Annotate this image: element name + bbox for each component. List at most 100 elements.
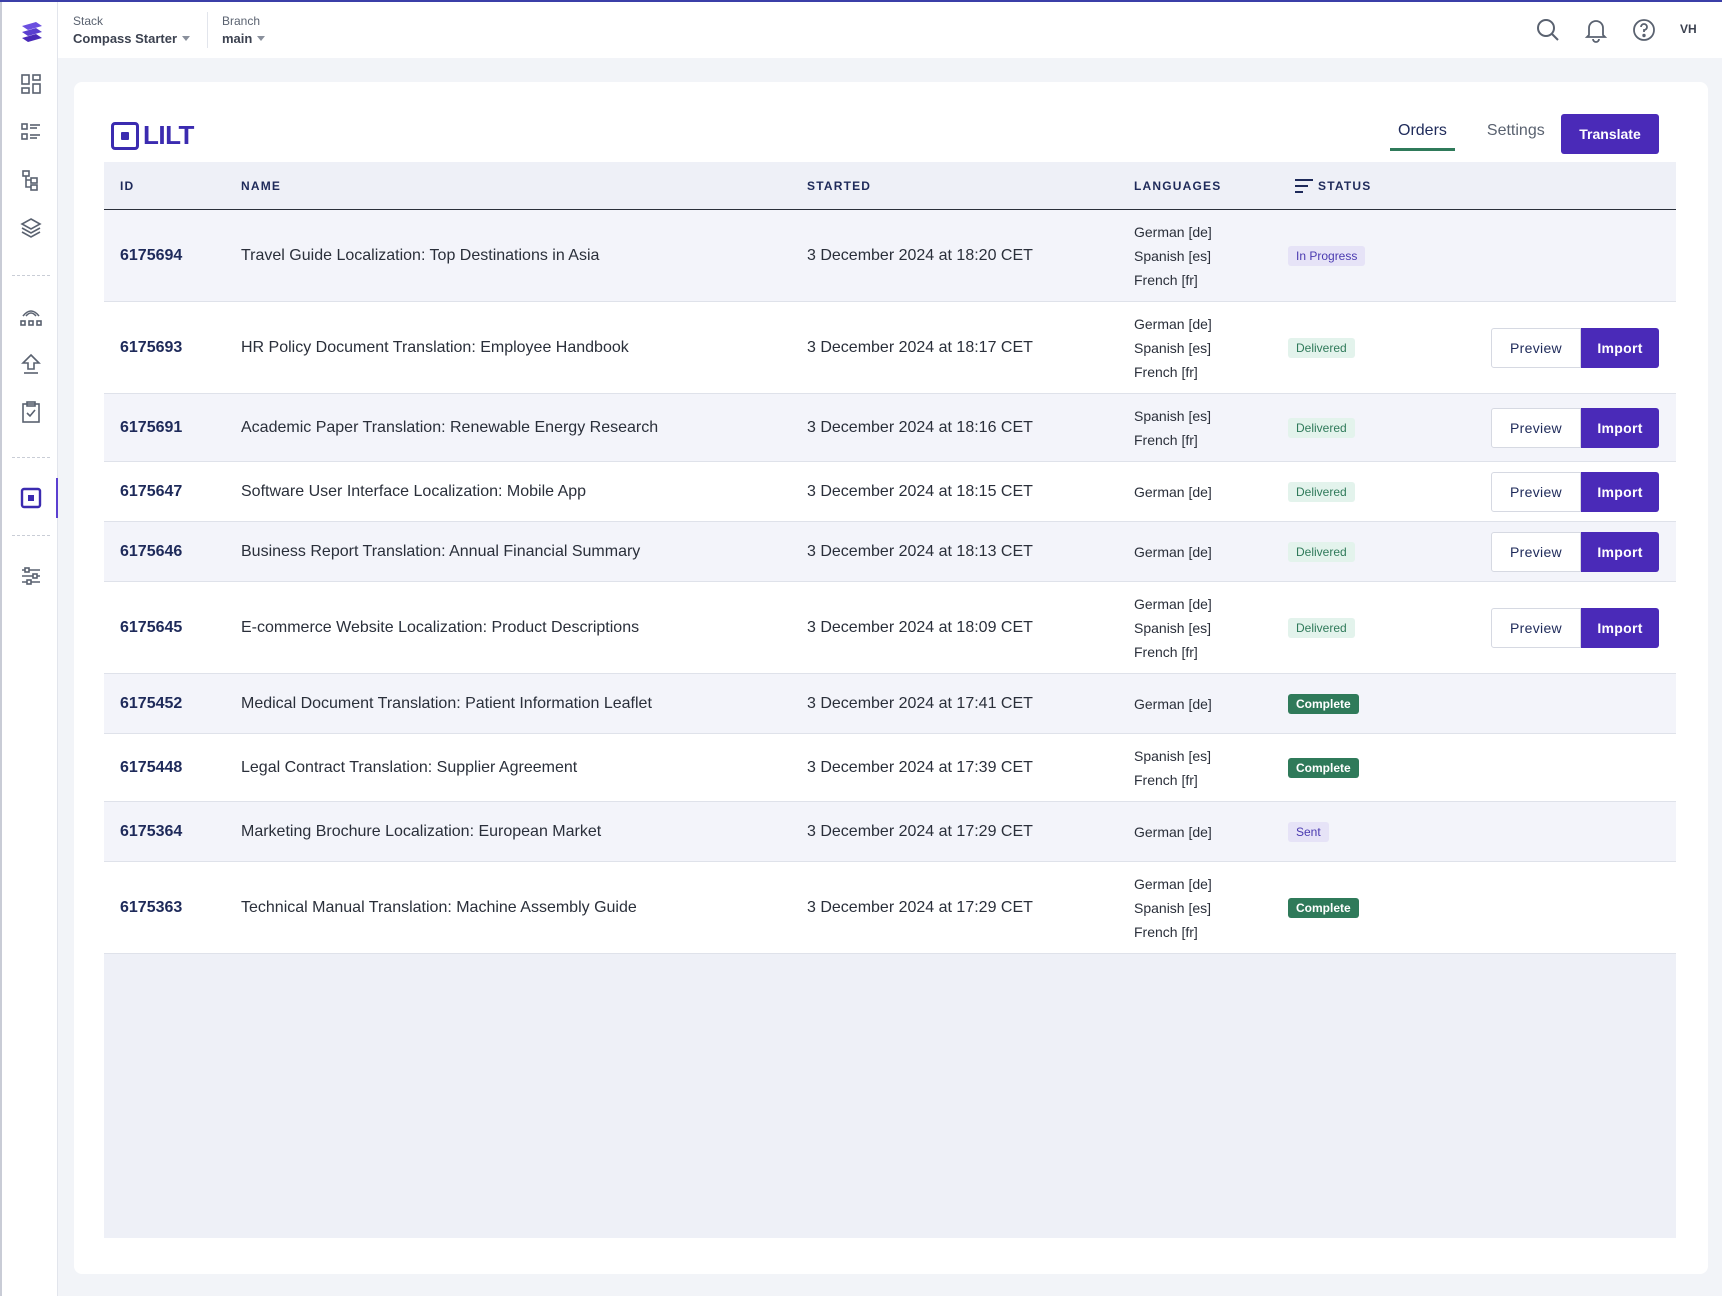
table-row[interactable]: 6175694 Travel Guide Localization: Top De… xyxy=(104,210,1676,302)
branch-selector[interactable]: Branch main xyxy=(222,14,266,46)
layers-icon[interactable] xyxy=(15,212,47,244)
table-row[interactable]: 6175646 Business Report Translation: Annu… xyxy=(104,522,1676,582)
table-row[interactable]: 6175364 Marketing Brochure Localization: … xyxy=(104,802,1676,862)
stack-name: Compass Starter xyxy=(73,31,178,46)
workflows-icon[interactable] xyxy=(15,300,47,332)
lilt-panel: LILT Orders Settings Translate ID NAME S… xyxy=(74,82,1708,1274)
deploy-icon[interactable] xyxy=(15,348,47,380)
order-id[interactable]: 6175646 xyxy=(120,542,183,560)
status-cell: Delivered xyxy=(1288,617,1355,638)
rail-divider xyxy=(12,535,50,536)
import-button[interactable]: Import xyxy=(1581,327,1659,368)
row-actions: Preview Import xyxy=(1491,531,1659,572)
rail-divider xyxy=(12,457,50,458)
import-button[interactable]: Import xyxy=(1581,607,1659,648)
order-id[interactable]: 6175364 xyxy=(120,822,183,840)
table-row[interactable]: 6175645 E-commerce Website Localization: … xyxy=(104,582,1676,674)
stack-value[interactable]: Compass Starter xyxy=(73,31,191,46)
status-badge: Sent xyxy=(1288,821,1329,842)
table-row[interactable]: 6175647 Software User Interface Localizat… xyxy=(104,462,1676,522)
preview-button[interactable]: Preview xyxy=(1491,407,1581,448)
lilt-app-icon[interactable] xyxy=(15,482,47,514)
order-id[interactable]: 6175363 xyxy=(120,898,183,916)
tab-settings[interactable]: Settings xyxy=(1486,122,1545,139)
status-cell: Complete xyxy=(1288,757,1359,778)
import-button[interactable]: Import xyxy=(1581,531,1659,572)
table-row[interactable]: 6175693 HR Policy Document Translation: E… xyxy=(104,302,1676,394)
column-status[interactable]: STATUS xyxy=(1318,178,1372,193)
status-cell: In Progress xyxy=(1288,245,1366,266)
chevron-down-icon xyxy=(257,36,266,41)
order-id[interactable]: 6175691 xyxy=(120,418,183,436)
tab-orders[interactable]: Orders xyxy=(1390,122,1455,151)
preview-button[interactable]: Preview xyxy=(1491,327,1581,368)
language-item: French [fr] xyxy=(1134,771,1198,788)
app-logo-icon[interactable] xyxy=(18,18,46,46)
order-name: Travel Guide Localization: Top Destinati… xyxy=(241,246,600,264)
tasks-icon[interactable] xyxy=(15,396,47,428)
active-indicator xyxy=(56,478,58,518)
order-id[interactable]: 6175693 xyxy=(120,338,183,356)
order-languages: German [de] xyxy=(1134,540,1212,564)
status-badge: Complete xyxy=(1288,693,1359,714)
order-started: 3 December 2024 at 18:13 CET xyxy=(807,542,1033,560)
branch-value[interactable]: main xyxy=(222,31,266,46)
table-row[interactable]: 6175448 Legal Contract Translation: Suppl… xyxy=(104,734,1676,802)
order-started: 3 December 2024 at 17:41 CET xyxy=(807,694,1033,712)
table-row[interactable]: 6175452 Medical Document Translation: Pat… xyxy=(104,674,1676,734)
status-cell: Delivered xyxy=(1288,481,1355,502)
help-icon[interactable] xyxy=(1630,16,1658,44)
language-item: German [de] xyxy=(1134,223,1212,240)
language-item: German [de] xyxy=(1134,595,1212,612)
translate-button[interactable]: Translate xyxy=(1561,114,1659,154)
language-item: German [de] xyxy=(1134,823,1212,840)
order-id[interactable]: 6175452 xyxy=(120,694,183,712)
branch-caption: Branch xyxy=(222,14,261,28)
user-avatar[interactable]: VH xyxy=(1680,22,1697,36)
table-body: 6175694 Travel Guide Localization: Top De… xyxy=(104,210,1676,954)
language-item: French [fr] xyxy=(1134,431,1198,448)
language-item: Spanish [es] xyxy=(1134,339,1212,356)
left-rail xyxy=(0,2,58,1296)
preview-button[interactable]: Preview xyxy=(1491,607,1581,648)
row-actions: Preview Import xyxy=(1491,607,1659,648)
preview-button[interactable]: Preview xyxy=(1491,471,1581,512)
content-types-icon[interactable] xyxy=(15,164,47,196)
language-item: German [de] xyxy=(1134,875,1212,892)
search-icon[interactable] xyxy=(1534,16,1562,44)
preview-button[interactable]: Preview xyxy=(1491,531,1581,572)
status-badge: Delivered xyxy=(1288,337,1355,358)
order-languages: German [de] Spanish [es] French [fr] xyxy=(1134,312,1212,384)
order-id[interactable]: 6175645 xyxy=(120,618,183,636)
stack-selector[interactable]: Stack Compass Starter xyxy=(73,14,191,46)
top-header: Stack Compass Starter Branch main VH xyxy=(58,2,1722,58)
order-id[interactable]: 6175448 xyxy=(120,758,183,776)
order-id[interactable]: 6175647 xyxy=(120,482,183,500)
import-button[interactable]: Import xyxy=(1581,407,1659,448)
language-item: French [fr] xyxy=(1134,923,1198,940)
rail-divider xyxy=(12,275,50,276)
import-button[interactable]: Import xyxy=(1581,471,1659,512)
row-actions: Preview Import xyxy=(1491,327,1659,368)
chevron-down-icon xyxy=(182,36,191,41)
order-started: 3 December 2024 at 17:29 CET xyxy=(807,822,1033,840)
content-list-icon[interactable] xyxy=(15,116,47,148)
settings-sliders-icon[interactable] xyxy=(15,560,47,592)
order-name: Business Report Translation: Annual Fina… xyxy=(241,542,641,560)
language-item: French [fr] xyxy=(1134,363,1198,380)
order-id[interactable]: 6175694 xyxy=(120,246,183,264)
orders-table: ID NAME STARTED LANGUAGES STATUS 6175694… xyxy=(104,162,1676,1238)
table-row[interactable]: 6175363 Technical Manual Translation: Mac… xyxy=(104,862,1676,954)
dashboard-icon[interactable] xyxy=(15,68,47,100)
filter-icon[interactable] xyxy=(1294,177,1314,195)
language-item: Spanish [es] xyxy=(1134,247,1212,264)
tab-bar: Orders Settings xyxy=(1390,122,1553,151)
table-row[interactable]: 6175691 Academic Paper Translation: Renew… xyxy=(104,394,1676,462)
order-name: Technical Manual Translation: Machine As… xyxy=(241,898,637,916)
column-languages: LANGUAGES xyxy=(1134,178,1222,193)
order-languages: German [de] Spanish [es] French [fr] xyxy=(1134,872,1212,944)
order-name: Legal Contract Translation: Supplier Agr… xyxy=(241,758,578,776)
status-cell: Delivered xyxy=(1288,337,1355,358)
order-started: 3 December 2024 at 18:16 CET xyxy=(807,418,1033,436)
bell-icon[interactable] xyxy=(1582,16,1610,44)
